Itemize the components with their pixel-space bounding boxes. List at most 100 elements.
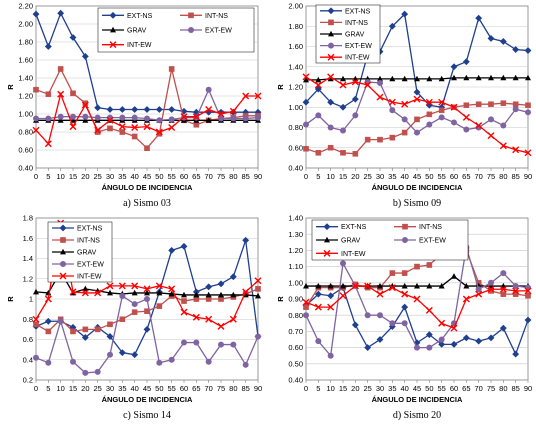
data-point-grav: [193, 291, 200, 298]
data-point-ext-ew: [303, 121, 309, 128]
data-point-grav: [303, 282, 309, 289]
data-point-int-ns: [475, 101, 482, 108]
data-point-ext-ew: [107, 351, 113, 358]
data-point-grav: [414, 282, 420, 289]
data-point-ext-ew: [168, 116, 175, 123]
data-point-int-ew: [118, 282, 126, 290]
legend-marker: [60, 237, 66, 243]
y-tick-label: 0.2: [23, 376, 33, 385]
data-point-int-ns: [303, 304, 309, 310]
data-point-int-ns: [193, 121, 200, 128]
legend-entry-ext-ns: EXT-NS: [316, 223, 367, 231]
data-point-int-ew: [413, 95, 421, 103]
data-point-int-ew: [401, 290, 409, 298]
legend-marker: [328, 30, 334, 37]
data-point-int-ew: [94, 126, 102, 134]
y-tick-label: 1.4: [23, 254, 33, 263]
data-point-ext-ns: [499, 38, 507, 45]
data-point-grav: [33, 288, 39, 295]
data-point-ext-ns: [69, 34, 77, 41]
legend-label: GRAV: [345, 32, 365, 39]
data-point-ext-ew: [70, 358, 76, 365]
data-point-ext-ew: [156, 117, 163, 124]
chart-panel-b: 0.40 0.60 0.80 1.00 1.20 1.40 1.60 1.80 2.00 0 5 10…: [276, 2, 532, 209]
legend-entry-ext-ew: EXT-EW: [52, 261, 104, 269]
data-point-int-ew: [242, 92, 250, 100]
data-point-int-ew: [155, 128, 163, 136]
data-point-int-ew: [32, 315, 40, 323]
x-tick-label: 75: [217, 384, 225, 393]
legend-label: INT-EW: [127, 42, 152, 49]
x-tick-label: 90: [524, 172, 532, 181]
y-tick-label: 1.8: [23, 214, 33, 223]
x-tick-label: 65: [192, 384, 200, 393]
data-point-ext-ns: [401, 10, 409, 18]
data-point-ext-ew: [340, 127, 346, 134]
data-point-int-ns: [438, 107, 445, 114]
data-point-ext-ns: [143, 106, 151, 113]
data-point-int-ew: [168, 285, 176, 293]
data-point-int-ew: [302, 73, 310, 81]
data-point-grav: [340, 75, 346, 82]
legend-entry-ext-ew: EXT-EW: [394, 237, 446, 245]
legend-label: EXT-EW: [205, 28, 232, 35]
data-point-int-ew: [242, 288, 250, 296]
data-point-ext-ns: [438, 340, 446, 348]
data-point-int-ew: [69, 288, 77, 296]
data-point-ext-ew: [144, 296, 150, 302]
x-tick-label: 35: [118, 384, 126, 393]
data-point-int-ns: [303, 145, 309, 152]
data-point-grav: [463, 74, 470, 81]
x-axis-title: ÁNGULO DE INCIDENCIA: [102, 395, 193, 404]
legend-entry-int-ew: INT-EW: [102, 41, 152, 49]
y-tick-label: 1.80: [288, 22, 303, 31]
legend-marker: [323, 223, 331, 231]
data-point-ext-ns: [229, 273, 237, 281]
series-int-ew: [32, 219, 262, 330]
data-point-ext-ew: [218, 341, 224, 348]
x-tick-label: 65: [462, 172, 470, 181]
data-point-ext-ew: [255, 333, 261, 340]
data-point-int-ew: [217, 110, 225, 118]
x-tick-label: 30: [376, 172, 384, 181]
data-point-grav: [451, 74, 457, 81]
series-grav: [303, 74, 531, 83]
data-point-ext-ew: [426, 121, 433, 128]
x-axis-title: ÁNGULO DE INCIDENCIA: [102, 183, 193, 192]
x-tick-label: 25: [93, 384, 101, 393]
data-point-int-ns: [181, 298, 187, 304]
x-tick-label: 10: [56, 384, 64, 393]
x-tick-label: 40: [400, 172, 408, 181]
y-tick-label: 2.20: [18, 2, 33, 11]
data-point-int-ns: [70, 90, 76, 97]
data-point-grav: [131, 289, 138, 296]
x-tick-label: 90: [254, 384, 262, 393]
series-ext-ew: [303, 78, 531, 136]
data-point-ext-ew: [57, 318, 64, 325]
data-point-int-ew: [364, 81, 372, 89]
legend-marker: [110, 26, 116, 33]
data-point-grav: [45, 289, 52, 296]
data-point-ext-ew: [352, 112, 359, 119]
x-tick-label: 55: [437, 172, 445, 181]
x-tick-label: 5: [46, 172, 50, 181]
data-point-ext-ew: [327, 352, 334, 359]
data-point-ext-ns: [81, 52, 89, 60]
data-point-ext-ns: [94, 104, 102, 112]
data-point-int-ew: [143, 285, 151, 293]
data-point-ext-ew: [181, 339, 187, 346]
data-point-int-ew: [81, 101, 89, 109]
data-point-int-ns: [500, 291, 507, 297]
data-point-ext-ew: [426, 344, 433, 351]
legend-label: GRAV: [127, 28, 147, 35]
data-point-ext-ns: [512, 350, 520, 358]
legend-marker: [402, 237, 408, 243]
y-tick-label: 1.6: [23, 234, 33, 243]
data-point-ext-ns: [314, 85, 322, 93]
x-tick-label: 85: [241, 172, 249, 181]
y-tick-label: 0.80: [288, 311, 303, 320]
y-tick-label: 0.70: [288, 327, 303, 336]
data-point-ext-ew: [488, 116, 494, 123]
data-point-ext-ns: [462, 58, 470, 66]
x-tick-label: 70: [204, 384, 212, 393]
